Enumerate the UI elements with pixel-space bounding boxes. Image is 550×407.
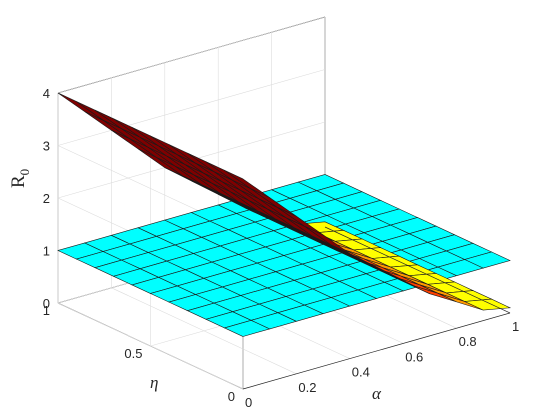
y-tick-label: 0	[228, 389, 235, 404]
grid-line	[57, 302, 244, 390]
x-tick-label: 0.8	[459, 334, 477, 349]
y-tick-label: 1	[43, 303, 50, 318]
z-tick-label: 0	[43, 296, 50, 311]
z-tick-label: 1	[43, 244, 50, 259]
svg-text:R0: R0	[8, 169, 32, 188]
z-tick-label: 4	[43, 86, 50, 101]
x-axis-label: α	[372, 384, 382, 403]
x-tick-label: 0.6	[405, 349, 423, 364]
z-tick-label: 3	[43, 139, 50, 154]
x-tick-label: 0	[245, 395, 252, 407]
z-axis-label-main: R	[8, 175, 29, 188]
y-tick-label: 0.5	[124, 346, 142, 361]
surfaces	[57, 92, 512, 337]
plane-cell	[463, 251, 511, 269]
x-tick-label: 0.2	[298, 380, 316, 395]
z-axis-label: R0	[8, 169, 32, 188]
box-edge	[324, 226, 511, 314]
grid-line	[57, 16, 326, 94]
box-edge	[242, 312, 511, 390]
surface-cell	[76, 101, 122, 130]
surface-cell	[463, 298, 512, 311]
z-tick-label: 2	[43, 191, 50, 206]
surface-cell	[57, 92, 104, 121]
x-tick-label: 1	[512, 319, 519, 334]
x-tick-label: 0.4	[352, 365, 370, 380]
y-axis-label: η	[150, 373, 158, 392]
grid-line	[57, 69, 326, 146]
z-axis-label-subscript: 0	[17, 169, 32, 176]
axes-box-front	[242, 226, 511, 390]
